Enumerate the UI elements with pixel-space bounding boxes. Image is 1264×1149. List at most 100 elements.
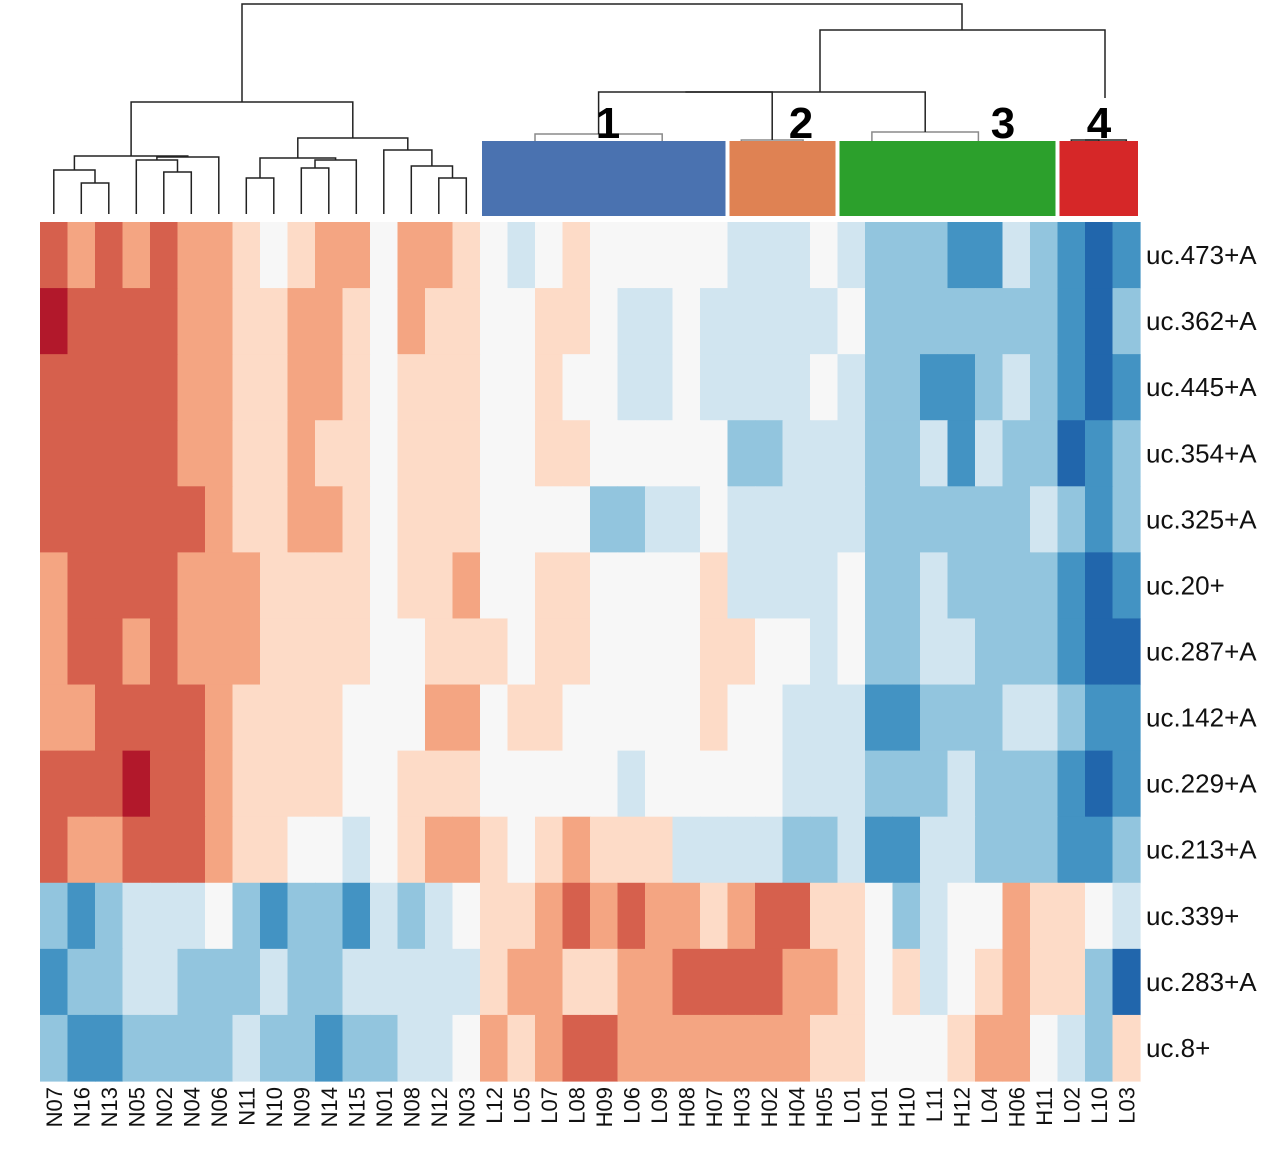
heatmap-cell bbox=[1057, 816, 1086, 884]
heatmap-cell bbox=[837, 420, 866, 487]
heatmap-cell bbox=[590, 288, 619, 355]
heatmap-cell bbox=[150, 288, 179, 355]
heatmap-cell bbox=[122, 816, 151, 884]
heatmap-cell bbox=[1112, 618, 1141, 686]
heatmap-cell bbox=[480, 288, 509, 355]
heatmap-cell bbox=[397, 948, 426, 1016]
heatmap-cell bbox=[727, 486, 756, 553]
heatmap-cell bbox=[452, 816, 481, 884]
heatmap-cell bbox=[95, 948, 124, 1016]
column-label: H06 bbox=[1004, 1087, 1029, 1127]
heatmap-cell bbox=[535, 948, 564, 1016]
heatmap-cell bbox=[122, 684, 151, 752]
heatmap-cell bbox=[260, 1014, 289, 1082]
heatmap-cell bbox=[782, 816, 811, 884]
heatmap-cell bbox=[507, 222, 536, 289]
heatmap-cell bbox=[727, 552, 756, 620]
heatmap-cell bbox=[892, 816, 921, 884]
heatmap-cell bbox=[452, 684, 481, 752]
heatmap-cell bbox=[315, 1014, 344, 1082]
heatmap-cell bbox=[40, 552, 69, 620]
heatmap-cell bbox=[95, 618, 124, 686]
column-label: H05 bbox=[812, 1087, 837, 1127]
heatmap-cell bbox=[150, 420, 179, 487]
heatmap-cell bbox=[205, 816, 234, 884]
heatmap-cell bbox=[177, 552, 206, 620]
heatmap-cell bbox=[947, 222, 976, 289]
heatmap-cell bbox=[1002, 420, 1031, 487]
cluster-bar bbox=[1059, 141, 1138, 216]
heatmap-cell bbox=[727, 420, 756, 487]
heatmap-cell bbox=[920, 486, 949, 553]
heatmap-cell bbox=[590, 354, 619, 421]
heatmap-cell bbox=[425, 420, 454, 487]
heatmap-cell bbox=[287, 948, 316, 1016]
heatmap-cell bbox=[425, 684, 454, 752]
heatmap-cell bbox=[1085, 288, 1114, 355]
heatmap-cell bbox=[837, 1014, 866, 1082]
heatmap-cell bbox=[672, 948, 701, 1016]
heatmap-cell bbox=[287, 816, 316, 884]
heatmap-cell bbox=[865, 684, 894, 752]
heatmap-cell bbox=[1057, 948, 1086, 1016]
heatmap-cell bbox=[947, 882, 976, 950]
heatmap-cell bbox=[95, 222, 124, 289]
heatmap-cell bbox=[370, 1014, 399, 1082]
column-label: N11 bbox=[234, 1087, 259, 1126]
heatmap-cell bbox=[287, 552, 316, 620]
column-label: L03 bbox=[1114, 1087, 1139, 1124]
heatmap-cell bbox=[150, 882, 179, 950]
heatmap-cell bbox=[562, 750, 591, 818]
heatmap-cell bbox=[562, 222, 591, 289]
heatmap-cell bbox=[260, 750, 289, 818]
heatmap-cell bbox=[507, 288, 536, 355]
heatmap-cell bbox=[837, 618, 866, 686]
column-label: N01 bbox=[372, 1087, 397, 1127]
heatmap-cell bbox=[425, 288, 454, 355]
heatmap-cell bbox=[287, 222, 316, 289]
heatmap-cell bbox=[1030, 684, 1059, 752]
heatmap-cell bbox=[452, 552, 481, 620]
heatmap-cell bbox=[865, 486, 894, 553]
heatmap-cell bbox=[1057, 552, 1086, 620]
heatmap-cell bbox=[425, 882, 454, 950]
heatmap-cell bbox=[122, 618, 151, 686]
heatmap-cell bbox=[67, 420, 96, 487]
heatmap-cells bbox=[40, 222, 1141, 1082]
heatmap-cell bbox=[782, 882, 811, 950]
heatmap-cell bbox=[782, 420, 811, 487]
heatmap-cell bbox=[260, 684, 289, 752]
dendrogram-branch bbox=[245, 177, 275, 214]
heatmap-cell bbox=[810, 1014, 839, 1082]
heatmap-cell bbox=[67, 684, 96, 752]
row-label: uc.213+A bbox=[1146, 835, 1257, 865]
row-label: uc.325+A bbox=[1146, 504, 1257, 534]
heatmap-cell bbox=[837, 354, 866, 421]
heatmap-cell bbox=[67, 222, 96, 289]
heatmap-cell bbox=[947, 420, 976, 487]
column-label: N12 bbox=[427, 1087, 452, 1127]
heatmap-cell bbox=[67, 354, 96, 421]
column-label: N05 bbox=[124, 1087, 149, 1127]
heatmap-cell bbox=[975, 882, 1004, 950]
heatmap-cell bbox=[95, 1014, 124, 1082]
heatmap-cell bbox=[1030, 486, 1059, 553]
heatmap-cell bbox=[535, 420, 564, 487]
heatmap-cell bbox=[205, 684, 234, 752]
cluster-label: 4 bbox=[1087, 99, 1112, 148]
heatmap-cell bbox=[177, 420, 206, 487]
heatmap-cell bbox=[892, 354, 921, 421]
heatmap-cell bbox=[507, 486, 536, 553]
heatmap-cell bbox=[672, 1014, 701, 1082]
heatmap-cell bbox=[645, 618, 674, 686]
heatmap-cell bbox=[672, 288, 701, 355]
heatmap-cell bbox=[67, 1014, 96, 1082]
heatmap-cell bbox=[535, 288, 564, 355]
heatmap-cell bbox=[40, 288, 69, 355]
heatmap-cell bbox=[205, 222, 234, 289]
heatmap-cell bbox=[1030, 882, 1059, 950]
heatmap-cell bbox=[287, 618, 316, 686]
heatmap-cell bbox=[397, 882, 426, 950]
heatmap-cell bbox=[232, 552, 261, 620]
